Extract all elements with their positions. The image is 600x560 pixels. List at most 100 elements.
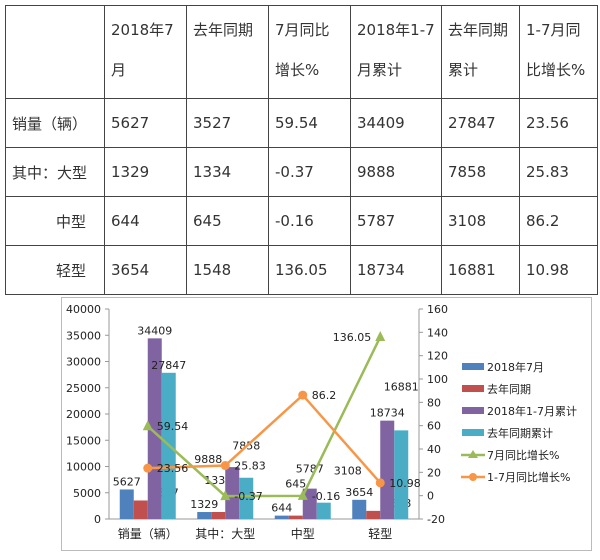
bar (380, 420, 395, 519)
bar-data-label: 644 (271, 502, 292, 515)
header-cell: 7月同比增长% (268, 5, 351, 99)
right-tick-label: 140 (427, 326, 448, 339)
line-series (146, 336, 382, 498)
right-tick-label: 120 (427, 350, 448, 363)
left-tick-label: 40000 (66, 303, 101, 316)
table-row: 销量（辆） 5627 3527 59.54 34409 27847 23.56 (5, 98, 598, 148)
bar-data-label: 1329 (190, 498, 218, 511)
category-label: 轻型 (368, 527, 392, 541)
bar-data-label: 18734 (370, 407, 405, 420)
legend-triangle-marker (468, 450, 478, 458)
bar (211, 511, 226, 519)
bar (288, 515, 303, 519)
line-data-label: 10.98 (389, 477, 421, 490)
row-label: 其中：大型 (5, 147, 105, 197)
header-cell: 去年同期累计 (441, 5, 520, 99)
circle-marker (220, 461, 230, 471)
table-cell: 59.54 (268, 98, 351, 148)
triangle-marker (142, 420, 153, 431)
left-tick-label: 5000 (73, 487, 101, 500)
left-tick-label: 35000 (66, 329, 101, 342)
right-tick-label: 100 (427, 373, 448, 386)
left-tick-label: 15000 (66, 434, 101, 447)
left-tick-label: 20000 (66, 408, 101, 421)
right-tick-label: -20 (427, 513, 445, 526)
line-data-label: 136.05 (333, 331, 372, 344)
legend-swatch (462, 407, 484, 414)
circle-marker (298, 390, 308, 400)
bar-data-label: 34409 (137, 324, 172, 337)
bar-data-label: 16881 (384, 380, 419, 393)
table-cell: 10.98 (519, 245, 598, 295)
right-tick-label: 40 (427, 443, 441, 456)
table-cell: 27847 (441, 98, 520, 148)
category-label: 销量（辆） (118, 527, 178, 541)
table-header-row: 2018年7月 去年同期 7月同比增长% 2018年1-7月累计 去年同期累计 … (5, 5, 598, 99)
circle-marker (375, 478, 385, 488)
bar (119, 489, 134, 519)
legend-swatch (462, 363, 484, 370)
left-tick-label: 25000 (66, 382, 101, 395)
table-cell: 644 (104, 196, 187, 246)
legend-swatch (462, 429, 484, 436)
bar (394, 430, 409, 519)
legend-label: 2018年1-7月累计 (487, 404, 577, 418)
table-cell: 5787 (350, 196, 442, 246)
line-data-label: 59.54 (157, 420, 189, 433)
legend-label: 去年同期 (487, 382, 531, 396)
line-data-label: 86.2 (312, 389, 337, 402)
left-tick-label: 10000 (66, 461, 101, 474)
table-cell: 34409 (350, 98, 442, 148)
table-cell: 5627 (104, 98, 187, 148)
line-data-label: -0.16 (312, 490, 340, 503)
table-row: 中型 644 645 -0.16 5787 3108 86.2 (5, 196, 598, 246)
table-cell: 1329 (104, 147, 187, 197)
table-cell: 23.56 (519, 98, 598, 148)
right-tick-label: 80 (427, 396, 441, 409)
legend-circle-marker (469, 473, 477, 481)
bar (366, 510, 381, 519)
circle-marker (143, 463, 153, 473)
bar-data-label: 5787 (296, 463, 324, 476)
bar (274, 515, 289, 519)
bar (147, 338, 162, 519)
line-data-label: 23.56 (157, 462, 189, 475)
row-label: 中型 (5, 196, 105, 246)
left-tick-label: 0 (94, 513, 101, 526)
table-row: 其中：大型 1329 1334 -0.37 9888 7858 25.83 (5, 147, 598, 197)
table-cell: 9888 (350, 147, 442, 197)
left-tick-label: 30000 (66, 356, 101, 369)
table-cell: 25.83 (519, 147, 598, 197)
triangle-marker (375, 330, 386, 341)
chart-frame (61, 297, 592, 551)
bar (302, 488, 317, 519)
bar-data-label: 27847 (151, 359, 186, 372)
legend-swatch (462, 385, 484, 392)
row-label: 轻型 (5, 245, 105, 295)
bar (316, 502, 331, 519)
category-label: 其中：大型 (195, 526, 255, 541)
right-tick-label: 20 (427, 466, 441, 479)
table-cell: 3654 (104, 245, 187, 295)
right-tick-label: 60 (427, 420, 441, 433)
bar (352, 499, 367, 519)
legend-label: 2018年7月 (487, 360, 544, 374)
table-cell: 645 (186, 196, 269, 246)
header-cell (5, 5, 105, 99)
right-tick-label: 0 (427, 490, 434, 503)
bar (225, 467, 240, 519)
table-cell: 7858 (441, 147, 520, 197)
legend-label: 7月同比增长% (487, 448, 559, 462)
table-cell: 18734 (350, 245, 442, 295)
bar-data-label: 9888 (194, 453, 222, 466)
category-label: 中型 (291, 526, 315, 541)
table-row: 轻型 3654 1548 136.05 18734 16881 10.98 (5, 245, 598, 295)
bar-data-label: 5627 (113, 475, 141, 488)
right-tick-label: 160 (427, 303, 448, 316)
bar-data-label: 3108 (334, 465, 362, 478)
legend-label: 1-7月同比增长% (487, 470, 570, 484)
table-cell: 136.05 (268, 245, 351, 295)
line-data-label: -0.37 (234, 490, 262, 503)
bar-data-label: 3654 (345, 486, 373, 499)
